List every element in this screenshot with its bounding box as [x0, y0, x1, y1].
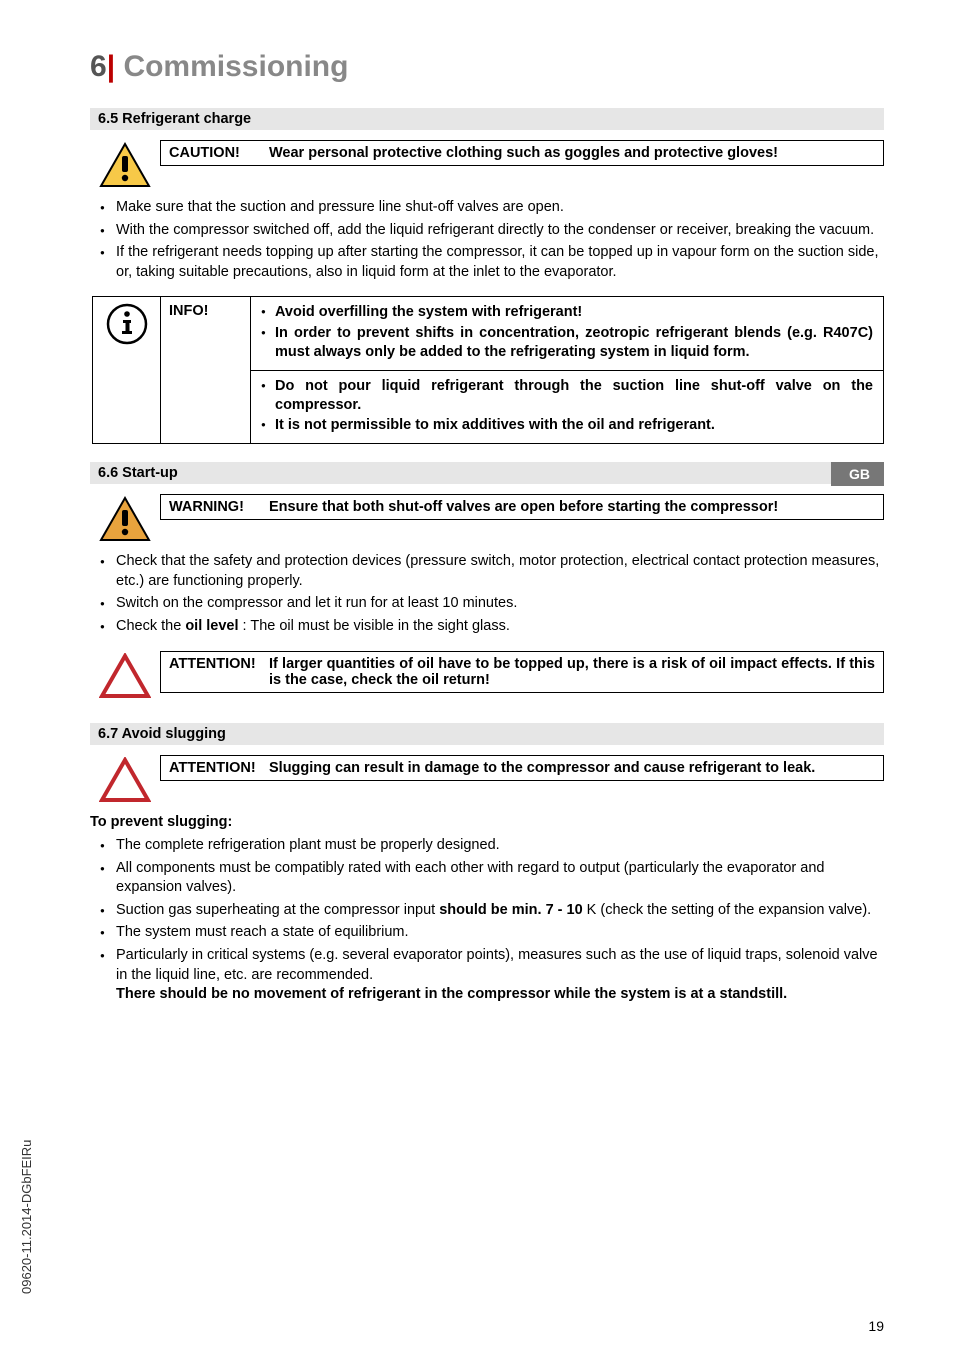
bullets-6-5: Make sure that the suction and pressure …	[90, 198, 884, 282]
text-bold: oil level	[185, 618, 238, 634]
text-bold: There should be no movement of refrigera…	[116, 986, 787, 1002]
caution-label: CAUTION!	[169, 145, 269, 161]
caution-box: CAUTION! Wear personal protective clothi…	[90, 140, 884, 188]
list-item: Particularly in critical systems (e.g. s…	[100, 946, 884, 1005]
list-item: The complete refrigeration plant must be…	[100, 836, 884, 856]
text-bold: should be min. 7 - 10	[439, 902, 582, 918]
text: Particularly in critical systems (e.g. s…	[116, 947, 878, 983]
warning-label: WARNING!	[169, 499, 269, 515]
warning-text: Ensure that both shut-off valves are ope…	[269, 499, 875, 515]
bullets-6-6: Check that the safety and protection dev…	[90, 552, 884, 636]
attention-icon	[90, 755, 160, 803]
list-item: Do not pour liquid refrigerant through t…	[261, 377, 873, 415]
section-heading-6-5: 6.5 Refrigerant charge	[90, 108, 884, 130]
section-heading-6-6: 6.6 Start-up	[90, 462, 884, 484]
bullets-6-7: The complete refrigeration plant must be…	[90, 836, 884, 1005]
attention-text: Slugging can result in damage to the com…	[269, 760, 875, 776]
caution-icon	[90, 140, 160, 188]
list-item: In order to prevent shifts in concentrat…	[261, 324, 873, 362]
info-box: INFO! Avoid overfilling the system with …	[92, 296, 884, 444]
text: K (check the setting of the expansion va…	[583, 902, 872, 918]
list-item: If the refrigerant needs topping up afte…	[100, 243, 884, 282]
list-item: Avoid overfilling the system with refrig…	[261, 303, 873, 322]
text: : The oil must be visible in the sight g…	[239, 618, 510, 634]
chapter-separator: |	[107, 50, 115, 83]
attention-icon	[90, 651, 160, 699]
attention-body: ATTENTION! If larger quantities of oil h…	[160, 651, 884, 693]
document-code: 09620-11.2014-DGbFEIRu	[19, 1140, 34, 1294]
info-icon	[93, 297, 161, 443]
list-item: Switch on the compressor and let it run …	[100, 594, 884, 614]
list-item: All components must be compatibly rated …	[100, 859, 884, 898]
info-label: INFO!	[161, 297, 251, 443]
info-body: Avoid overfilling the system with refrig…	[251, 297, 883, 443]
attention-body: ATTENTION! Slugging can result in damage…	[160, 755, 884, 781]
text: Suction gas superheating at the compress…	[116, 902, 439, 918]
list-item: It is not permissible to mix additives w…	[261, 416, 873, 435]
list-item: Suction gas superheating at the compress…	[100, 901, 884, 921]
chapter-number: 6	[90, 50, 107, 83]
attention-label: ATTENTION!	[169, 656, 269, 672]
caution-text: Wear personal protective clothing such a…	[269, 145, 875, 161]
warning-box: WARNING! Ensure that both shut-off valve…	[90, 494, 884, 542]
prevent-heading: To prevent slugging:	[90, 813, 884, 833]
chapter-heading: 6| Commissioning	[90, 50, 884, 84]
attention-box-1: ATTENTION! If larger quantities of oil h…	[90, 651, 884, 699]
list-item: The system must reach a state of equilib…	[100, 923, 884, 943]
page: 6| Commissioning 6.5 Refrigerant charge …	[0, 0, 954, 1354]
page-number: 19	[868, 1318, 884, 1334]
list-item: Make sure that the suction and pressure …	[100, 198, 884, 218]
attention-label: ATTENTION!	[169, 760, 269, 776]
warning-icon	[90, 494, 160, 542]
attention-text: If larger quantities of oil have to be t…	[269, 656, 875, 688]
caution-body: CAUTION! Wear personal protective clothi…	[160, 140, 884, 166]
language-tab: GB	[831, 462, 884, 486]
chapter-title: Commissioning	[123, 50, 348, 83]
attention-box-2: ATTENTION! Slugging can result in damage…	[90, 755, 884, 803]
list-item: Check that the safety and protection dev…	[100, 552, 884, 591]
list-item: Check the oil level : The oil must be vi…	[100, 617, 884, 637]
text: Check the	[116, 618, 185, 634]
warning-body: WARNING! Ensure that both shut-off valve…	[160, 494, 884, 520]
list-item: With the compressor switched off, add th…	[100, 221, 884, 241]
section-heading-6-7: 6.7 Avoid slugging	[90, 723, 884, 745]
